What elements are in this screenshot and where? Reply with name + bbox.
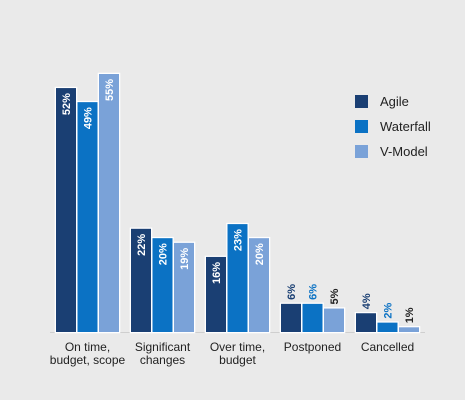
category-label-5: Cancelled [361,340,414,354]
legend-swatch-v-model [355,145,368,158]
value-label-v-model-4: 5% [329,288,341,304]
legend-label-v-model: V-Model [380,144,428,159]
category-label-4: Postponed [284,340,341,354]
legend-swatch-agile [355,95,368,108]
bar-agile-4 [279,302,303,334]
value-label-waterfall-3: 23% [233,229,245,251]
bar-agile-2 [129,227,153,334]
legend-item-waterfall: Waterfall [355,114,431,139]
bar-waterfall-3 [226,222,249,334]
bar-agile-1 [54,86,78,334]
bar-v-model-2 [172,241,196,334]
legend-label-waterfall: Waterfall [380,119,431,134]
value-label-waterfall-4: 6% [308,284,320,300]
category-label-3: Over time, budget [210,340,265,367]
value-label-v-model-5: 1% [404,307,416,323]
category-label-2: Significant changes [135,340,191,367]
bar-v-model-4 [322,307,346,334]
value-label-waterfall-2: 20% [158,243,170,265]
bar-waterfall-5 [376,321,399,334]
bar-v-model-5 [397,326,421,334]
value-label-agile-4: 6% [286,284,298,300]
legend-label-agile: Agile [380,94,409,109]
legend-swatch-waterfall [355,120,368,133]
legend: Agile Waterfall V-Model [355,89,431,164]
value-label-waterfall-5: 2% [383,303,395,319]
value-label-v-model-1: 55% [104,79,116,101]
legend-item-v-model: V-Model [355,139,431,164]
bar-waterfall-1 [76,100,99,334]
bar-agile-3 [204,255,228,334]
value-label-v-model-2: 19% [179,248,191,270]
category-label-1: On time, budget, scope [50,340,126,367]
bar-agile-5 [354,311,378,334]
bar-waterfall-2 [151,236,174,334]
value-label-agile-3: 16% [211,262,223,284]
value-label-agile-5: 4% [361,293,373,309]
value-label-agile-1: 52% [61,93,73,115]
value-label-v-model-3: 20% [254,243,266,265]
value-label-agile-2: 22% [136,234,148,256]
bar-waterfall-4 [301,302,324,334]
value-label-waterfall-1: 49% [83,107,95,129]
bar-v-model-1 [97,72,121,334]
bar-v-model-3 [247,236,271,334]
legend-item-agile: Agile [355,89,431,114]
